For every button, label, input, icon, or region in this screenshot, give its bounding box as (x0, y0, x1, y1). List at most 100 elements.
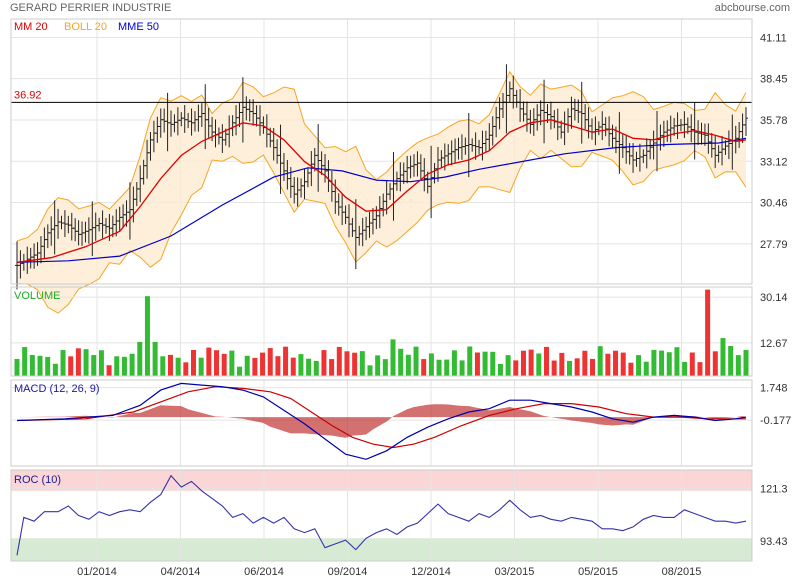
volume-bar (490, 351, 496, 376)
volume-bar (183, 362, 189, 376)
volume-bar (160, 356, 166, 376)
volume-bar (206, 347, 212, 376)
volume-bar (643, 361, 649, 376)
x-axis-label: 03/2015 (495, 566, 535, 578)
volume-bar (705, 289, 711, 376)
volume-bar (137, 341, 143, 376)
price-frame (10, 18, 753, 285)
x-axis-label: 01/2014 (77, 566, 117, 578)
bollinger-upper-line (16, 70, 747, 242)
volume-bar (344, 351, 350, 376)
price-tick-label: 38.45 (760, 74, 788, 86)
price-tick-label: 30.46 (760, 197, 788, 209)
mm20-line (16, 119, 747, 263)
volume-bar (60, 350, 66, 376)
volume-bar (582, 350, 588, 376)
volume-bar (482, 351, 488, 376)
volume-bar (321, 350, 327, 376)
volume-bar (14, 358, 20, 376)
volume-bar (682, 361, 688, 376)
bollinger-band-fill (17, 71, 746, 314)
x-axis-label: 05/2015 (578, 566, 618, 578)
volume-bar (689, 352, 695, 376)
volume-bar (474, 352, 480, 376)
volume-bar (45, 356, 51, 376)
volume-bar (214, 350, 220, 376)
volume-bar (735, 355, 741, 376)
roc-tick-label: 121.3 (760, 483, 788, 495)
volume-tick-label: 30.14 (760, 292, 788, 304)
roc-overbought-zone (11, 470, 752, 491)
mme50-line (16, 137, 747, 263)
volume-frame (10, 286, 753, 377)
volume-bar (574, 358, 580, 376)
volume-bar (597, 346, 603, 376)
volume-bar (83, 349, 89, 376)
volume-bar (260, 352, 266, 376)
macd-histogram (17, 404, 746, 438)
volume-bar (129, 353, 135, 376)
volume-bar (543, 346, 549, 376)
macd-tick-label: 1.748 (760, 383, 788, 395)
volume-bar (106, 365, 112, 376)
bollinger-lower-line (16, 149, 747, 314)
legend-item: MME 50 (118, 21, 159, 33)
volume-bar (405, 354, 411, 376)
volume-bar (121, 356, 127, 376)
volume-bar (382, 359, 388, 376)
volume-bar (91, 355, 97, 376)
macd-tick-label: -0.177 (760, 415, 791, 427)
volume-bar (390, 339, 396, 376)
volume-bar (528, 349, 534, 376)
volume-bar (175, 357, 181, 376)
legend-item: MM 20 (14, 21, 48, 33)
reference-line-label: 36.92 (14, 89, 42, 101)
volume-bar (444, 359, 450, 376)
volume-bar (359, 351, 365, 376)
chart-title: GERARD PERRIER INDUSTRIE (10, 2, 172, 14)
volume-bar (551, 360, 557, 376)
volume-bar (605, 353, 611, 376)
volume-bar (520, 350, 526, 376)
macd-title: MACD (12, 26, 9) (14, 383, 100, 395)
volume-bar (198, 357, 204, 376)
volume-bar (720, 338, 726, 376)
volume-bar (375, 355, 381, 376)
legend-item: BOLL 20 (64, 21, 107, 33)
volume-bar (536, 353, 542, 376)
x-axis-label: 09/2014 (328, 566, 368, 578)
volume-bar (237, 366, 243, 376)
volume-bar (306, 358, 312, 376)
volume-bar (267, 348, 273, 376)
volume-bar (712, 351, 718, 376)
volume-bar (29, 354, 35, 376)
volume-bar (298, 354, 304, 376)
macd-line (16, 382, 747, 460)
volume-bar (497, 364, 503, 376)
volume-bar (114, 356, 120, 376)
volume-bar (167, 354, 173, 376)
price-tick-label: 27.79 (760, 239, 788, 251)
volume-bar (68, 356, 74, 376)
roc-tick-label: 93.43 (760, 536, 788, 548)
volume-bar (728, 346, 734, 376)
volume-tick-label: 12.67 (760, 338, 788, 350)
price-tick-label: 33.12 (760, 156, 788, 168)
volume-bar (613, 350, 619, 376)
volume-bar (144, 296, 150, 376)
volume-bar (221, 353, 227, 376)
volume-bar (636, 355, 642, 376)
volume-bar (428, 353, 434, 376)
roc-title: ROC (10) (14, 474, 61, 486)
macd-signal-line (16, 386, 746, 449)
volume-bar (567, 360, 573, 376)
x-axis-label: 04/2014 (161, 566, 201, 578)
roc-oversold-zone (11, 538, 752, 561)
volume-bar (651, 349, 657, 376)
price-tick-label: 35.78 (760, 115, 788, 127)
macd-frame (10, 379, 753, 467)
volume-bar (659, 350, 665, 376)
volume-bar (421, 359, 427, 376)
volume-bar (313, 360, 319, 376)
